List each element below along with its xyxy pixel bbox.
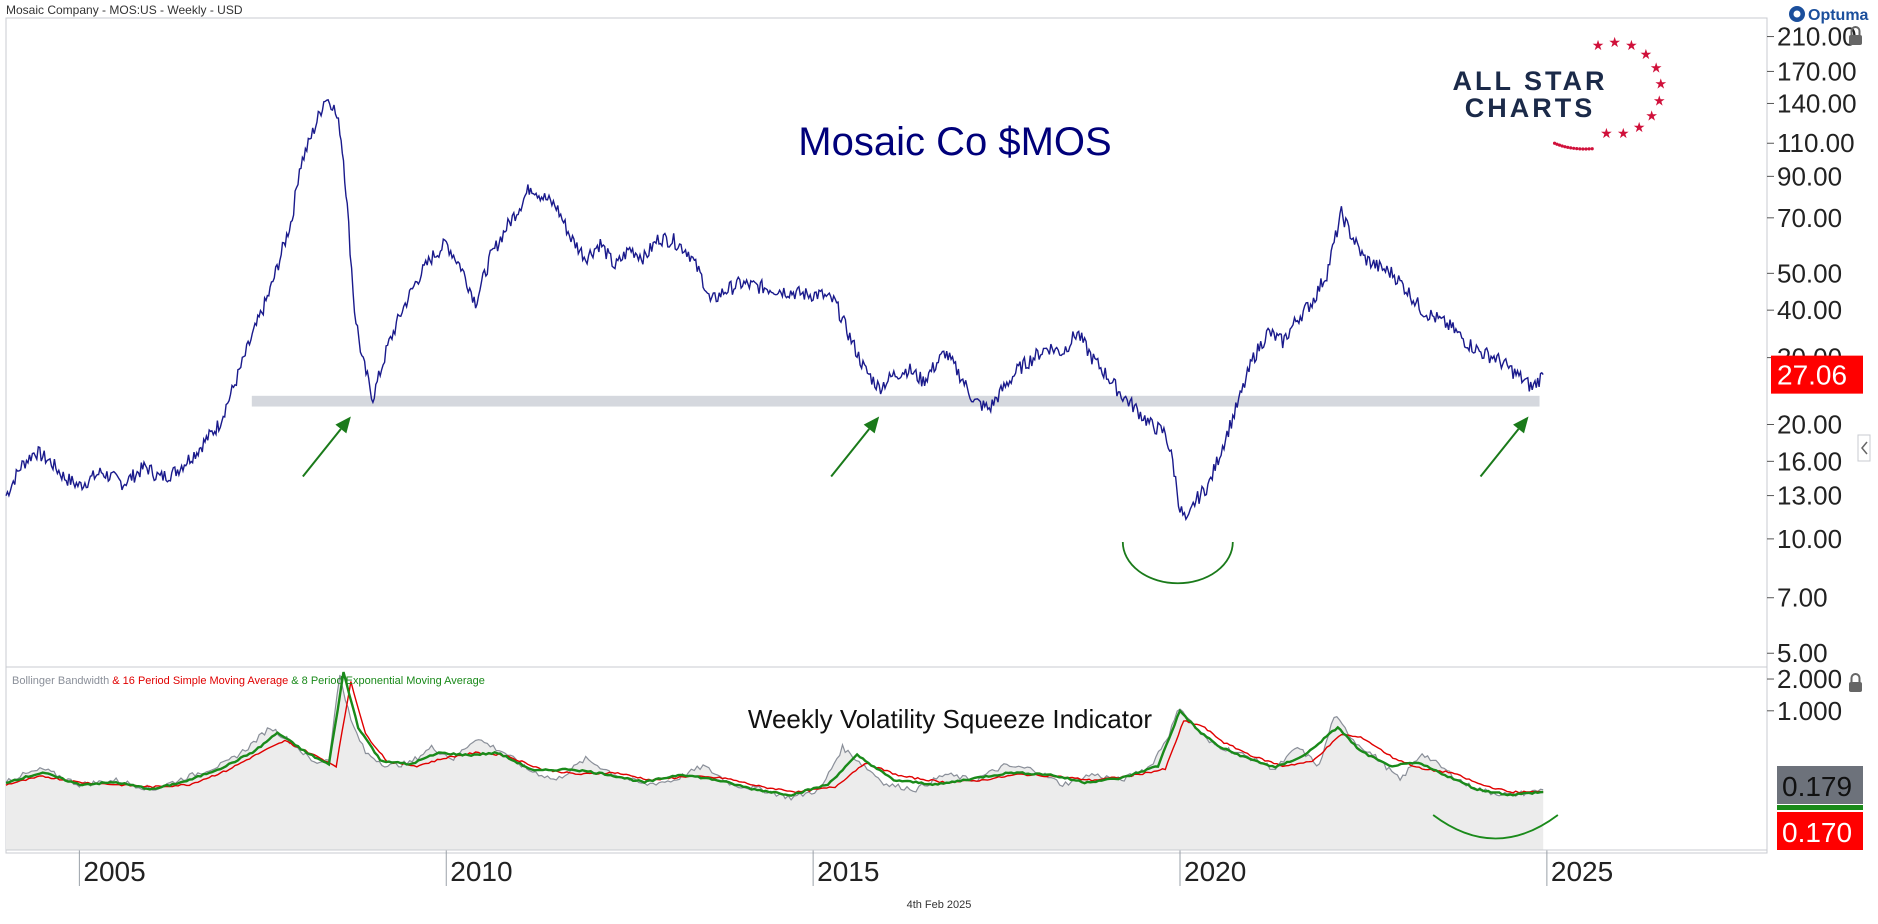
price-y-tick-label: 16.00 — [1777, 446, 1842, 476]
bandwidth-line — [5, 674, 1544, 801]
dot-icon — [1560, 144, 1564, 148]
indicator-title: Weekly Volatility Squeeze Indicator — [748, 704, 1153, 734]
brand-stars: ★ ★ ★★★★★★★★★ — [1552, 34, 1668, 151]
price-line — [5, 98, 1544, 522]
brand-line-1: ALL STAR — [1453, 66, 1608, 96]
ema-badge: 0.170 — [1777, 812, 1863, 850]
x-tick-label: 2025 — [1551, 856, 1613, 887]
support-arrow-head — [863, 416, 880, 434]
dot-icon — [1578, 147, 1582, 151]
support-arrow-head — [1513, 416, 1529, 434]
star-icon: ★ — [1650, 59, 1663, 75]
price-y-tick-label: 70.00 — [1777, 203, 1842, 233]
price-y-tick-label: 5.00 — [1777, 638, 1828, 668]
last-price-badge: 27.06 — [1771, 355, 1863, 394]
dot-icon — [1569, 146, 1573, 150]
brand-line-2: CHARTS — [1465, 93, 1596, 123]
price-y-tick-label: 140.00 — [1777, 88, 1857, 118]
indicator-panel: Weekly Volatility Squeeze Indicator Boll… — [5, 664, 1863, 850]
price-y-tick-label: 40.00 — [1777, 295, 1842, 325]
support-arrows — [302, 416, 1529, 478]
x-tick-label: 2020 — [1184, 856, 1246, 887]
optuma-label: Optuma — [1808, 7, 1869, 24]
price-y-tick-label: 20.00 — [1777, 410, 1842, 440]
price-y-tick-label: 13.00 — [1777, 481, 1842, 511]
bandwidth-area — [6, 675, 1544, 850]
star-icon: ★ — [1625, 37, 1638, 53]
indicator-legend: Bollinger Bandwidth & 16 Period Simple M… — [12, 675, 485, 687]
dot-icon — [1590, 147, 1594, 151]
price-y-tick-label: 50.00 — [1777, 258, 1842, 288]
legend-bandwidth: Bollinger Bandwidth — [12, 675, 109, 687]
x-tick-label: 2005 — [83, 856, 145, 887]
bottom-arc-annotation — [1121, 541, 1234, 585]
star-icon: ★ — [1608, 34, 1621, 50]
price-y-tick-label: 210.00 — [1777, 22, 1857, 52]
legend-ema: & 8 Period Exponential Moving Average — [288, 675, 485, 687]
plot-frame — [5, 17, 1768, 854]
squeeze-arc-annotation — [1432, 814, 1559, 840]
dot-icon — [1575, 147, 1579, 151]
sma-line — [5, 681, 1544, 794]
dot-icon — [1581, 147, 1585, 151]
star-icon: ★ — [1655, 76, 1668, 92]
star-icon: ★ — [1600, 125, 1613, 141]
lock-icon[interactable] — [1849, 673, 1862, 692]
price-y-tick-label: 110.00 — [1777, 128, 1855, 158]
optuma-logo: Optuma — [1789, 6, 1869, 24]
instrument-header: Mosaic Company - MOS:US - Weekly - USD — [6, 3, 243, 17]
price-y-tick-label: 10.00 — [1777, 524, 1842, 554]
lock-icon[interactable] — [1849, 26, 1862, 45]
star-icon: ★ — [1617, 125, 1630, 141]
signal-value: 0.170 — [1782, 817, 1852, 848]
dot-icon — [1587, 147, 1591, 151]
dot-icon — [1552, 141, 1557, 145]
support-arrow-shaft — [830, 428, 870, 478]
dot-icon — [1572, 146, 1576, 150]
chart-title: Mosaic Co $MOS — [798, 120, 1111, 164]
star-icon: ★ — [1640, 46, 1653, 62]
ema-line — [5, 671, 1544, 797]
all-star-charts-logo: ALL STAR CHARTS ★ ★ ★★★★★★★★★ — [1453, 34, 1668, 151]
support-zone — [251, 395, 1540, 407]
dot-icon — [1584, 147, 1588, 151]
price-y-tick-label: 170.00 — [1777, 56, 1857, 86]
dot-icon — [1563, 145, 1567, 149]
price-y-tick-label: 7.00 — [1777, 583, 1828, 613]
dot-icon — [1555, 142, 1559, 146]
bandwidth-badge: 0.179 — [1777, 766, 1863, 804]
collapse-arrow-icon[interactable] — [1857, 434, 1871, 462]
last-price-value: 27.06 — [1777, 360, 1847, 391]
star-icon: ★ — [1633, 119, 1646, 135]
indicator-y-tick-label: 2.000 — [1777, 664, 1842, 694]
star-icon: ★ — [1653, 93, 1666, 109]
indicator-y-tick-label: 1.000 — [1777, 696, 1842, 726]
ema-color-strip — [1777, 805, 1863, 810]
support-arrow-head — [335, 416, 351, 434]
star-icon: ★ — [1645, 108, 1658, 124]
bandwidth-value: 0.179 — [1782, 771, 1852, 802]
legend-sma: & 16 Period Simple Moving Average — [109, 675, 288, 687]
star-icon: ★ — [1592, 37, 1605, 53]
dot-icon — [1566, 145, 1570, 149]
support-arrow-shaft — [302, 428, 342, 478]
support-arrow-shaft — [1479, 428, 1520, 478]
price-y-tick-label: 90.00 — [1777, 161, 1842, 191]
x-tick-label: 2010 — [450, 856, 512, 887]
chart-date: 4th Feb 2025 — [907, 899, 972, 911]
dot-icon — [1557, 143, 1562, 147]
time-axis: 2005 2010 2015 2020 2025 — [6, 849, 1767, 887]
x-tick-label: 2015 — [817, 856, 879, 887]
